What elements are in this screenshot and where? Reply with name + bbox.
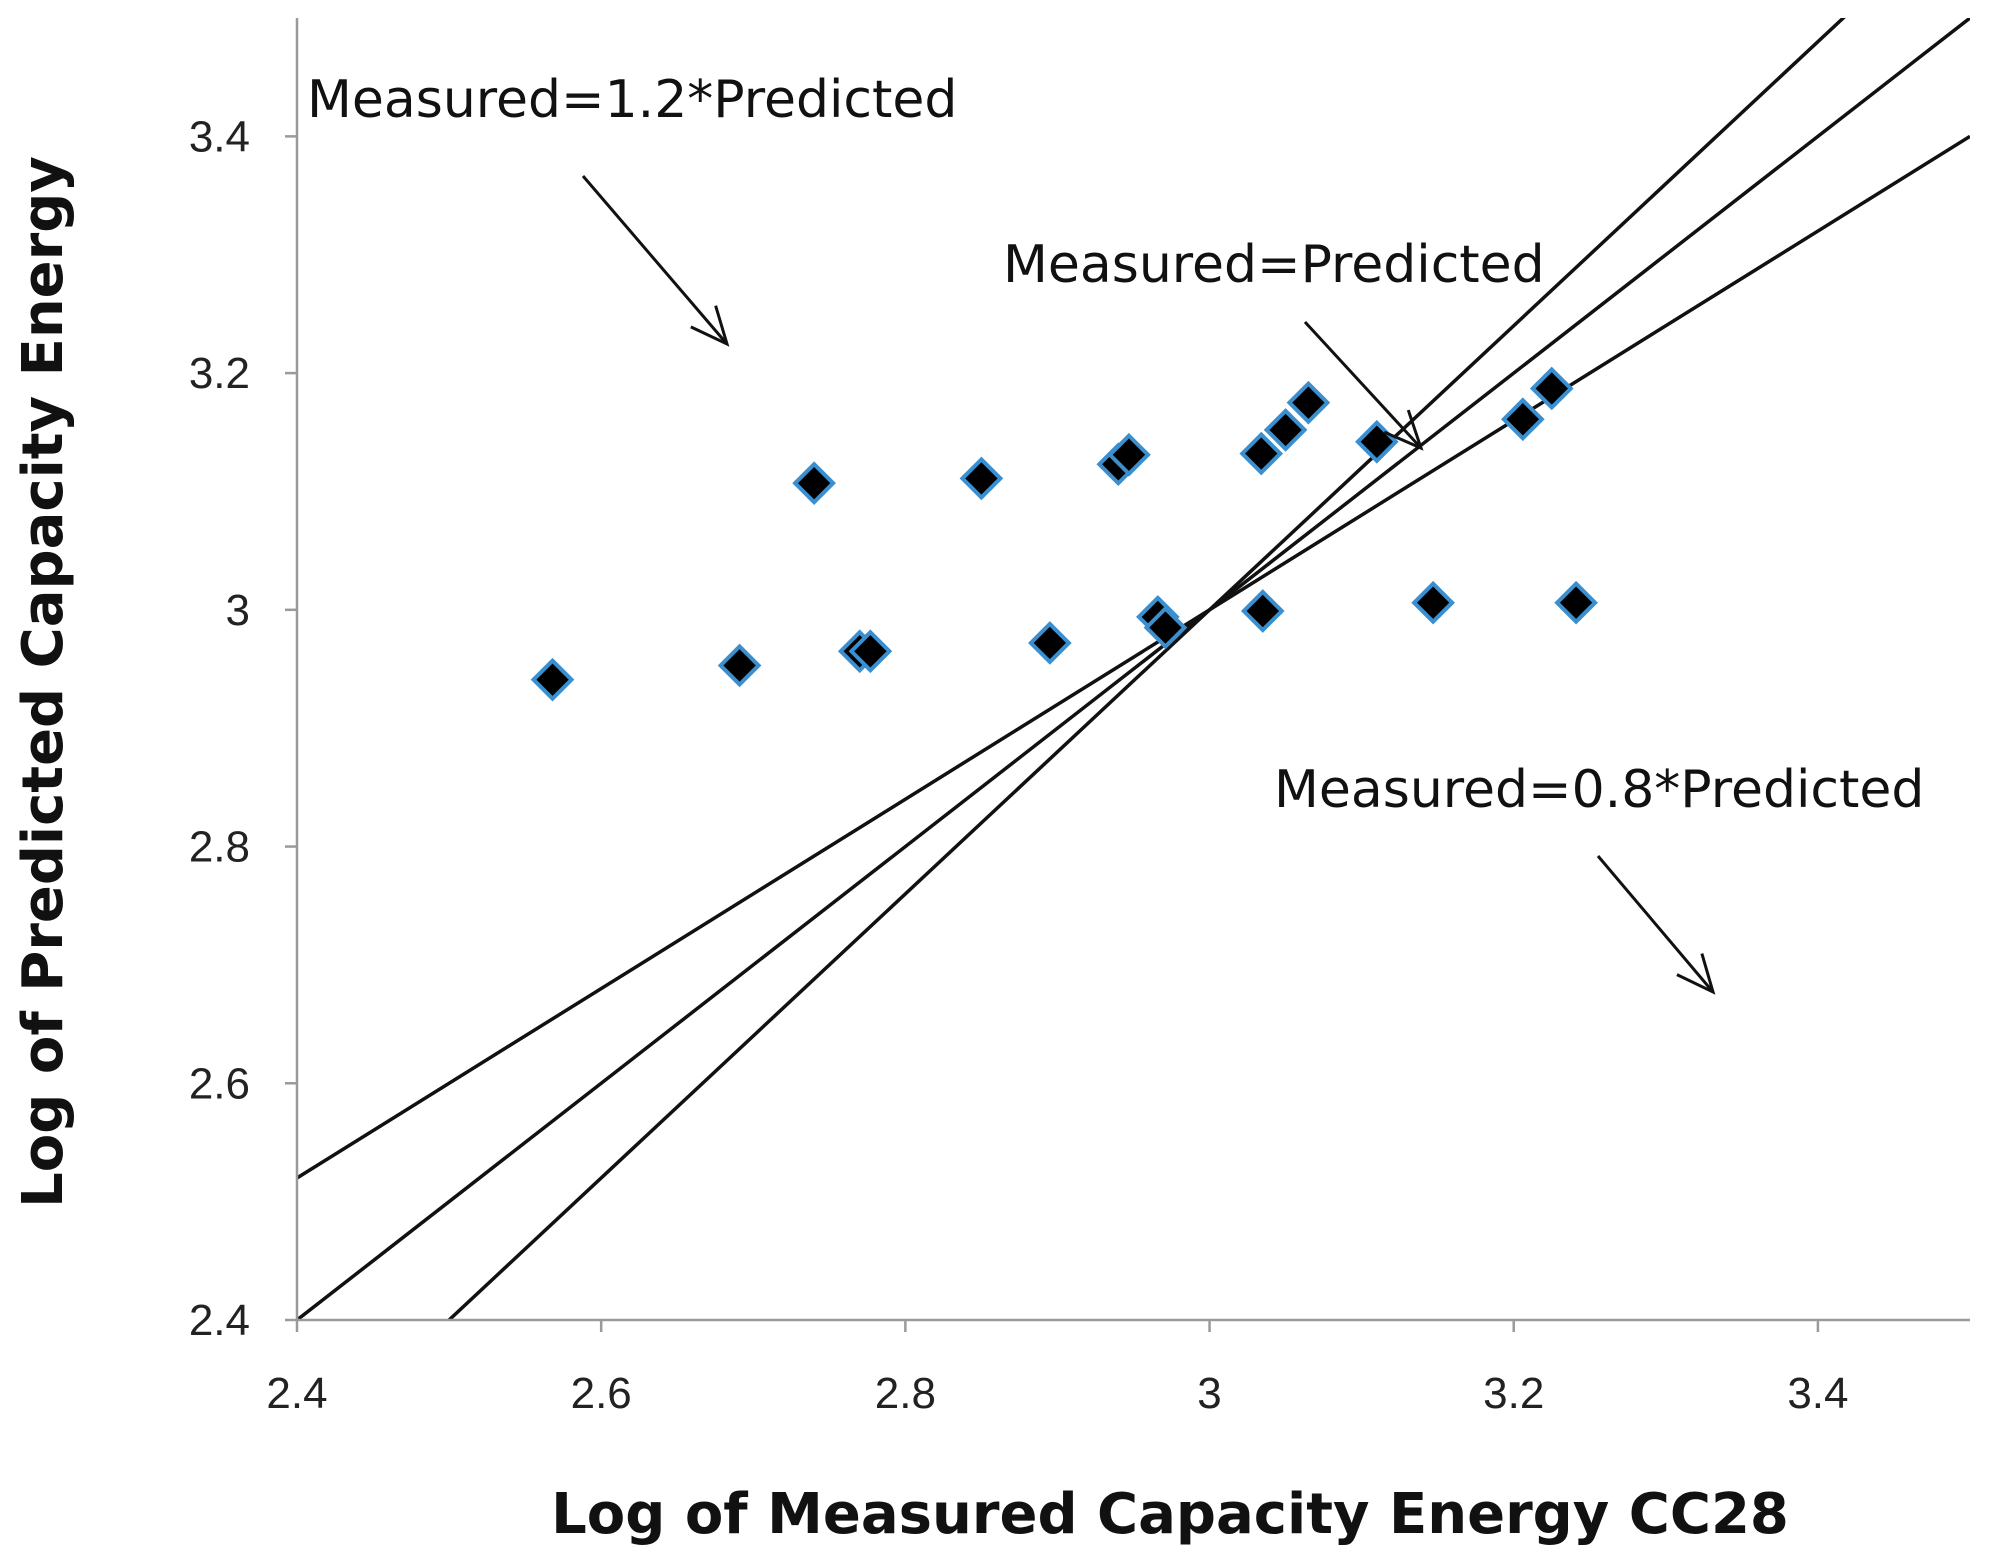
data-point [1554,580,1598,625]
x-tick-label: 3.4 [1787,1369,1848,1418]
y-axis-title: Log of Predicted Capacity Energy [11,156,76,1208]
x-tick-label: 2.4 [266,1369,327,1418]
y-tick-label: 2.4 [189,1296,250,1345]
data-point [848,629,893,674]
data-point [1263,408,1308,452]
y-tick-label: 3 [226,586,250,635]
x-tick-label: 3 [1197,1369,1221,1418]
reference-line-label: Measured=Predicted [1003,235,1545,295]
data-point [1028,621,1072,665]
data-point [1286,380,1331,425]
reference-line-3 [297,134,1970,1180]
annotation-arrowhead [690,305,730,347]
annotation-arrow [1303,320,1423,450]
data-point [1501,397,1545,442]
annotation-arrow [1596,855,1715,993]
annotation-arrowhead [1383,409,1424,451]
data-point [530,657,575,702]
y-tick-label: 2.8 [189,823,250,872]
reference-line-label: Measured=1.2*Predicted [307,70,957,130]
x-axis-title: Log of Measured Capacity Energy CC28 [551,1482,1789,1547]
y-tick-label: 3.2 [189,349,250,398]
annotation-arrowhead [1676,953,1716,995]
reference-line-label: Measured=0.8*Predicted [1274,760,1924,820]
data-point [959,456,1004,501]
data-point [1239,431,1284,476]
reference-line-1 [446,18,1846,1320]
x-tick-label: 3.2 [1483,1369,1544,1418]
data-point [1143,605,1188,650]
data-point [1107,432,1151,477]
data-point [1240,589,1285,633]
reference-line-2 [297,18,1970,1320]
data-point [1411,580,1455,625]
annotation-arrow [581,175,729,345]
data-point [792,461,836,505]
data-point [1355,419,1399,464]
y-tick-label: 3.4 [189,112,250,161]
data-point [1529,366,1574,411]
x-tick-label: 2.8 [875,1369,936,1418]
y-tick-label: 2.6 [189,1059,250,1108]
x-tick-label: 2.6 [571,1369,632,1418]
data-point [717,643,762,688]
